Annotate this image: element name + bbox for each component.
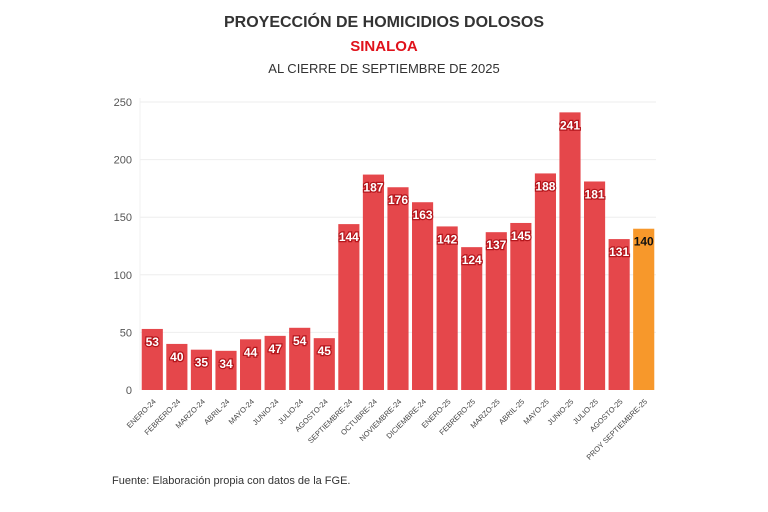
data-label: 163 <box>413 208 433 222</box>
bar <box>190 349 212 390</box>
x-tick-label: JUNIO-24 <box>251 397 281 427</box>
chart-subtitle-date: AL CIERRE DE SEPTIEMBRE DE 2025 <box>268 61 500 76</box>
data-label: 45 <box>318 344 332 358</box>
data-label: 53 <box>146 335 160 349</box>
bar <box>289 327 311 390</box>
bar <box>387 187 409 390</box>
bar <box>166 343 188 390</box>
bar <box>608 239 630 390</box>
bar <box>362 174 384 390</box>
data-label: 142 <box>437 232 457 246</box>
data-label: 47 <box>268 342 282 356</box>
chart-subtitle: SINALOA <box>350 38 418 55</box>
bar <box>412 202 434 390</box>
y-tick-label: 50 <box>120 327 132 339</box>
bar <box>313 338 335 390</box>
bar <box>534 173 556 390</box>
data-label: 144 <box>339 230 359 244</box>
bar <box>559 112 581 391</box>
bar <box>240 339 262 390</box>
data-label: 137 <box>486 238 506 252</box>
data-label: 187 <box>363 181 383 195</box>
y-tick-label: 0 <box>126 385 132 397</box>
y-tick-label: 250 <box>114 97 132 109</box>
bar <box>141 328 163 390</box>
data-label: 188 <box>535 179 555 193</box>
data-label: 35 <box>195 356 209 370</box>
x-tick-label: ABRIL-25 <box>497 397 526 426</box>
data-label: 140 <box>634 235 654 249</box>
bar <box>510 222 532 390</box>
y-tick-label: 200 <box>114 155 132 167</box>
bar <box>338 224 360 390</box>
data-label: 124 <box>462 253 482 267</box>
x-tick-label: JUNIO-25 <box>545 397 575 427</box>
bar <box>633 228 655 390</box>
data-label: 54 <box>293 334 307 348</box>
source-note: Fuente: Elaboración propia con datos de … <box>112 475 351 487</box>
data-label: 40 <box>170 350 184 364</box>
chart-title: PROYECCIÓN DE HOMICIDIOS DOLOSOS <box>223 14 545 31</box>
bar <box>436 226 458 390</box>
data-label: 145 <box>511 229 531 243</box>
bar <box>485 232 507 390</box>
bar <box>584 181 606 390</box>
bar <box>215 350 237 390</box>
data-label: 34 <box>219 357 233 371</box>
bar <box>461 247 483 390</box>
y-tick-label: 100 <box>114 270 132 282</box>
y-tick-label: 150 <box>114 212 132 224</box>
data-label: 241 <box>560 118 580 132</box>
bar <box>264 335 286 390</box>
data-label: 131 <box>609 245 629 259</box>
data-label: 181 <box>585 187 605 201</box>
data-label: 44 <box>244 345 258 359</box>
x-tick-label: ABRIL-24 <box>202 397 231 426</box>
data-label: 176 <box>388 193 408 207</box>
